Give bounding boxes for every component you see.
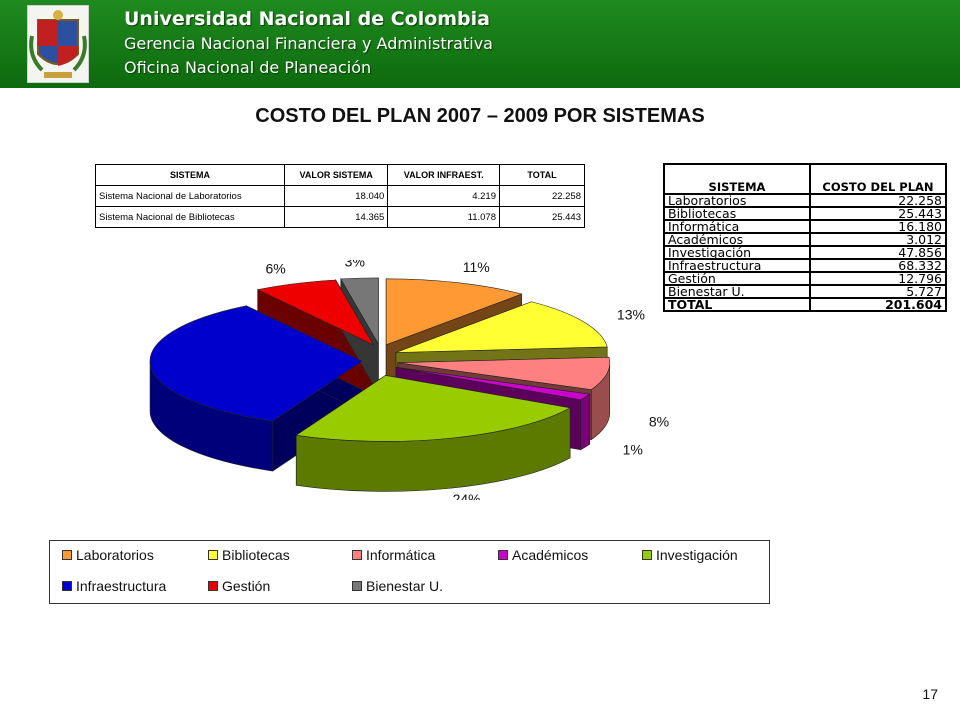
costo-cell: 12.796	[809, 271, 947, 286]
legend-item: Informática	[352, 547, 435, 563]
costo-cell: 22.258	[809, 193, 947, 208]
pie-percent-label: 6%	[265, 260, 285, 276]
pie-top-layer: 11%13%8%1%24%34%6%3%	[149, 260, 669, 500]
legend-swatch	[352, 550, 362, 560]
university-name: Universidad Nacional de Colombia	[124, 8, 490, 30]
table-cell: 14.365	[283, 206, 389, 228]
legend-item: Laboratorios	[62, 547, 154, 563]
costo-cell: 5.727	[809, 284, 947, 299]
pie-slice	[256, 279, 375, 346]
university-crest-logo	[27, 5, 89, 83]
costo-cell: 3.012	[809, 232, 947, 247]
chart-legend: Laboratorios Bibliotecas Informática Académ…	[49, 540, 770, 604]
table-cell: 11.078	[387, 206, 500, 228]
office-name: Oficina Nacional de Planeación	[124, 58, 372, 77]
legend-label: Laboratorios	[76, 547, 154, 563]
table-header-row: SISTEMA VALOR SISTEMA VALOR INFRAEST. TO…	[95, 164, 585, 186]
pie-percent-label: 1%	[623, 441, 643, 457]
costo-plan-rows: Laboratorios 22.258 Bibliotecas 25.443 Infor…	[663, 193, 947, 299]
costo-plan-table: SISTEMA COSTO DEL PLAN Laboratorios 22.25…	[663, 163, 947, 312]
legend-swatch	[498, 550, 508, 560]
table-row: Sistema Nacional de Bibliotecas 14.365 1…	[95, 206, 585, 228]
column-header: TOTAL	[499, 164, 585, 186]
legend-label: Investigación	[656, 547, 738, 563]
legend-item: Bienestar U.	[352, 578, 443, 594]
table-row: Investigación 47.856	[663, 245, 947, 260]
pie-slice	[295, 375, 572, 442]
sistemas-table: SISTEMA VALOR SISTEMA VALOR INFRAEST. TO…	[95, 164, 585, 228]
sistema-cell: Laboratorios	[663, 193, 811, 208]
table-header-row: SISTEMA COSTO DEL PLAN	[663, 163, 947, 195]
table-cell: Sistema Nacional de Bibliotecas	[95, 206, 285, 228]
column-header: SISTEMA	[95, 164, 285, 186]
legend-label: Bienestar U.	[366, 578, 444, 594]
pie-slice	[396, 366, 591, 401]
pie-slice	[340, 277, 379, 345]
legend-item: Infraestructura	[62, 578, 166, 594]
column-header: COSTO DEL PLAN	[809, 163, 947, 195]
pie-slice	[395, 301, 608, 353]
legend-swatch	[62, 550, 72, 560]
total-row: TOTAL 201.604	[663, 297, 947, 312]
legend-label: Gestión	[222, 578, 271, 594]
pie-percent-label: 3%	[345, 260, 365, 270]
table-row: Infraestructura 68.332	[663, 258, 947, 273]
costo-cell: 47.856	[809, 245, 947, 260]
costo-cell: 16.180	[809, 219, 947, 234]
legend-item: Investigación	[642, 547, 738, 563]
sistema-cell: Bienestar U.	[663, 284, 811, 299]
pie-slice	[397, 356, 610, 390]
pie-percent-label: 13%	[617, 306, 645, 322]
legend-item: Académicos	[498, 547, 588, 563]
total-value: 201.604	[809, 297, 947, 312]
legend-swatch	[208, 581, 218, 591]
pie-percent-label: 11%	[463, 260, 490, 275]
table-cell: Sistema Nacional de Laboratorios	[95, 185, 285, 207]
costo-cell: 68.332	[809, 258, 947, 273]
department-name: Gerencia Nacional Financiera y Administr…	[124, 34, 493, 53]
table-cell: 25.443	[499, 206, 585, 228]
legend-swatch	[208, 550, 218, 560]
header-banner: Universidad Nacional de Colombia Gerenci…	[0, 0, 960, 88]
table-cell: 18.040	[283, 185, 389, 207]
column-header: VALOR SISTEMA	[283, 164, 389, 186]
table-cell: 4.219	[387, 185, 500, 207]
legend-item: Gestión	[208, 578, 270, 594]
pie-chart: 11%13%8%1%24%34%6%3%	[149, 260, 669, 500]
table-row: Bienestar U. 5.727	[663, 284, 947, 299]
table-cell: 22.258	[499, 185, 585, 207]
slide-title: COSTO DEL PLAN 2007 – 2009 POR SISTEMAS	[255, 105, 705, 127]
legend-swatch	[352, 581, 362, 591]
legend-label: Informática	[366, 547, 436, 563]
table-row: Informática 16.180	[663, 219, 947, 234]
column-header: SISTEMA	[663, 163, 811, 195]
pie-slice	[149, 305, 363, 422]
legend-label: Académicos	[512, 547, 589, 563]
total-label: TOTAL	[663, 297, 811, 312]
column-header: VALOR INFRAEST.	[387, 164, 500, 186]
page-number: 17	[922, 686, 938, 702]
pie-slice	[385, 278, 523, 346]
table-row: Laboratorios 22.258	[663, 193, 947, 208]
legend-item: Bibliotecas	[208, 547, 290, 563]
legend-swatch	[62, 581, 72, 591]
legend-swatch	[642, 550, 652, 560]
table-row: Sistema Nacional de Laboratorios 18.040 …	[95, 185, 585, 207]
sistema-cell: Infraestructura	[663, 258, 811, 273]
legend-label: Bibliotecas	[222, 547, 290, 563]
pie-slice-wall	[580, 393, 590, 451]
pie-percent-label: 24%	[453, 491, 481, 500]
pie-percent-label: 8%	[649, 414, 669, 430]
legend-label: Infraestructura	[76, 578, 167, 594]
costo-cell: 25.443	[809, 206, 947, 221]
sistema-cell: Investigación	[663, 245, 811, 260]
